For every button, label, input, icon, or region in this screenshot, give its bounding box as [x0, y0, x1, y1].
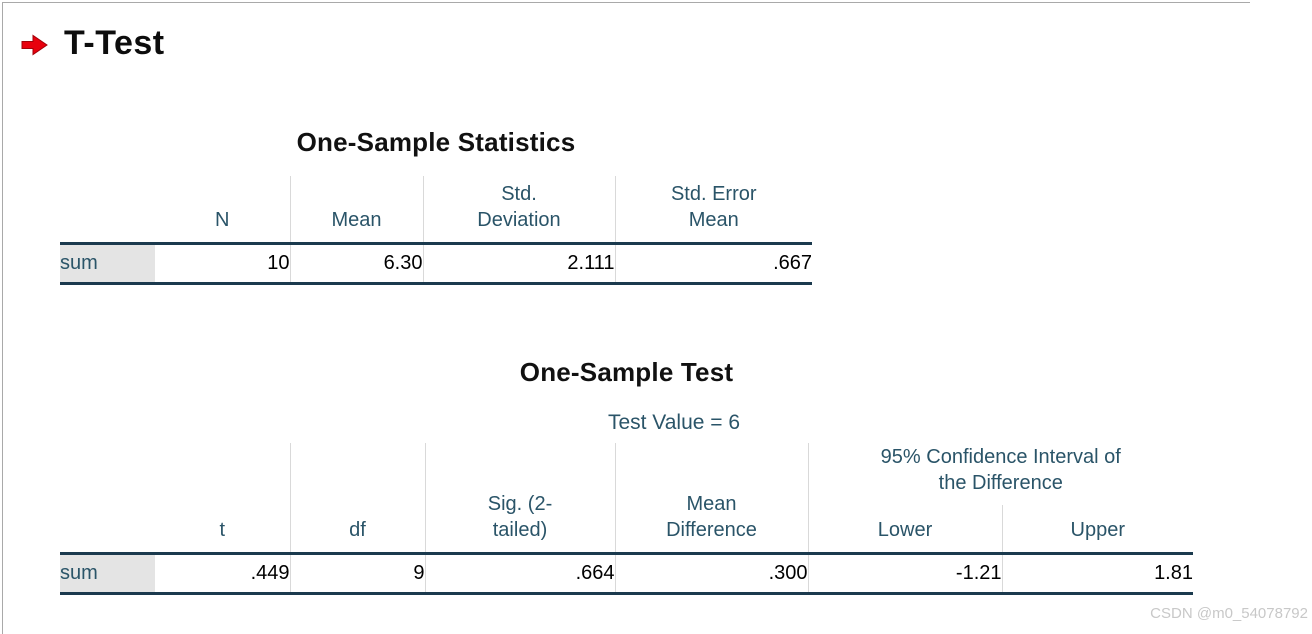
red-arrow-icon — [21, 34, 48, 56]
table-row: sum .449 9 .664 .300 -1.21 1.81 — [60, 553, 1193, 595]
one-sample-statistics-table[interactable]: N Mean Std. Deviation Std. Error Mean su… — [60, 176, 812, 285]
cell-ci-upper: 1.81 — [1001, 553, 1193, 595]
test-value-layer-label: Test Value = 6 — [607, 411, 741, 434]
csdn-watermark: CSDN @m0_54078792 — [1150, 605, 1308, 622]
row-label-sum: sum — [60, 243, 155, 285]
pane-left-border — [2, 2, 3, 634]
column-header-sig-2-tailed: Sig. (2- tailed) — [424, 443, 615, 555]
row-label-sum: sum — [60, 553, 155, 595]
test-table-title: One-Sample Test — [519, 357, 734, 387]
cell-n: 10 — [155, 243, 290, 285]
cell-t: .449 — [155, 553, 290, 595]
stats-table-title: One-Sample Statistics — [296, 127, 576, 157]
cell-std-error-mean: .667 — [614, 243, 812, 285]
page-title[interactable]: T-Test — [64, 24, 165, 62]
column-header-std-deviation: Std. Deviation — [422, 176, 615, 245]
cell-sig: .664 — [424, 553, 615, 595]
column-header-lower: Lower — [807, 505, 1002, 555]
cell-mean-difference: .300 — [614, 553, 808, 595]
column-header-df: df — [289, 443, 425, 555]
cell-mean: 6.30 — [289, 243, 423, 285]
pane-top-border — [2, 2, 1250, 3]
stub-header-cell — [60, 443, 155, 555]
column-header-t: t — [155, 443, 290, 555]
column-header-upper: Upper — [1001, 505, 1193, 555]
one-sample-test-table[interactable]: t df Sig. (2- tailed) Mean Difference 95… — [60, 443, 1193, 595]
column-header-std-error-mean: Std. Error Mean — [614, 176, 812, 245]
column-header-n: N — [155, 176, 290, 245]
cell-ci-lower: -1.21 — [807, 553, 1002, 595]
column-header-mean-difference: Mean Difference — [614, 443, 808, 555]
stub-header-cell — [60, 176, 155, 245]
column-header-mean: Mean — [289, 176, 423, 245]
table-row: sum 10 6.30 2.111 .667 — [60, 243, 812, 285]
cell-df: 9 — [289, 553, 425, 595]
cell-std-deviation: 2.111 — [422, 243, 615, 285]
ci-group-header: 95% Confidence Interval of the Differenc… — [807, 443, 1193, 505]
